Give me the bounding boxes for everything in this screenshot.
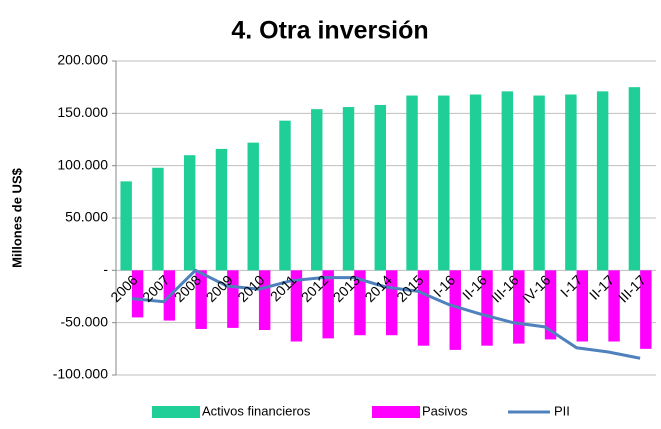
y-axis-title: Millones de US$ — [9, 167, 24, 267]
bar — [565, 94, 577, 271]
bar — [311, 109, 323, 271]
legend-label: PII — [554, 403, 570, 418]
legend-swatch — [152, 406, 200, 418]
bar — [438, 95, 450, 271]
bar — [183, 155, 196, 271]
bar — [247, 142, 259, 271]
y-tick-label: -50.000 — [61, 313, 109, 329]
bar — [417, 270, 430, 346]
bar — [386, 270, 398, 336]
bar — [596, 91, 609, 271]
chart-title: 4. Otra inversión — [231, 17, 428, 45]
bar — [279, 120, 291, 271]
bar — [533, 95, 545, 271]
bar — [195, 270, 207, 329]
bar — [640, 270, 652, 349]
bar — [406, 95, 418, 271]
legend-label: Activos financieros — [202, 403, 311, 418]
legend-swatch — [372, 406, 420, 418]
bar — [354, 270, 366, 336]
bar — [374, 104, 386, 271]
bar — [501, 91, 514, 271]
y-tick-label: 50.000 — [65, 209, 108, 225]
bar — [258, 270, 271, 330]
bar — [290, 270, 303, 342]
bar — [544, 270, 557, 340]
y-tick-label: -100.000 — [53, 366, 108, 382]
bar — [469, 94, 482, 271]
y-tick-label: - — [103, 261, 108, 277]
y-tick-label: 200.000 — [57, 52, 108, 68]
line — [131, 268, 641, 360]
bar — [215, 148, 228, 271]
bar — [322, 270, 334, 339]
bar — [342, 107, 355, 271]
y-tick-label: 150.000 — [57, 104, 108, 120]
bar — [152, 167, 164, 271]
bar — [576, 270, 589, 342]
bar — [227, 270, 239, 328]
y-tick-label: 100.000 — [57, 156, 108, 172]
bar — [449, 270, 461, 350]
bar — [608, 270, 620, 342]
bar — [628, 87, 641, 271]
bar — [513, 270, 525, 344]
bar — [120, 181, 132, 271]
legend-label: Pasivos — [422, 403, 468, 418]
bar — [481, 270, 493, 346]
bar — [131, 270, 144, 318]
